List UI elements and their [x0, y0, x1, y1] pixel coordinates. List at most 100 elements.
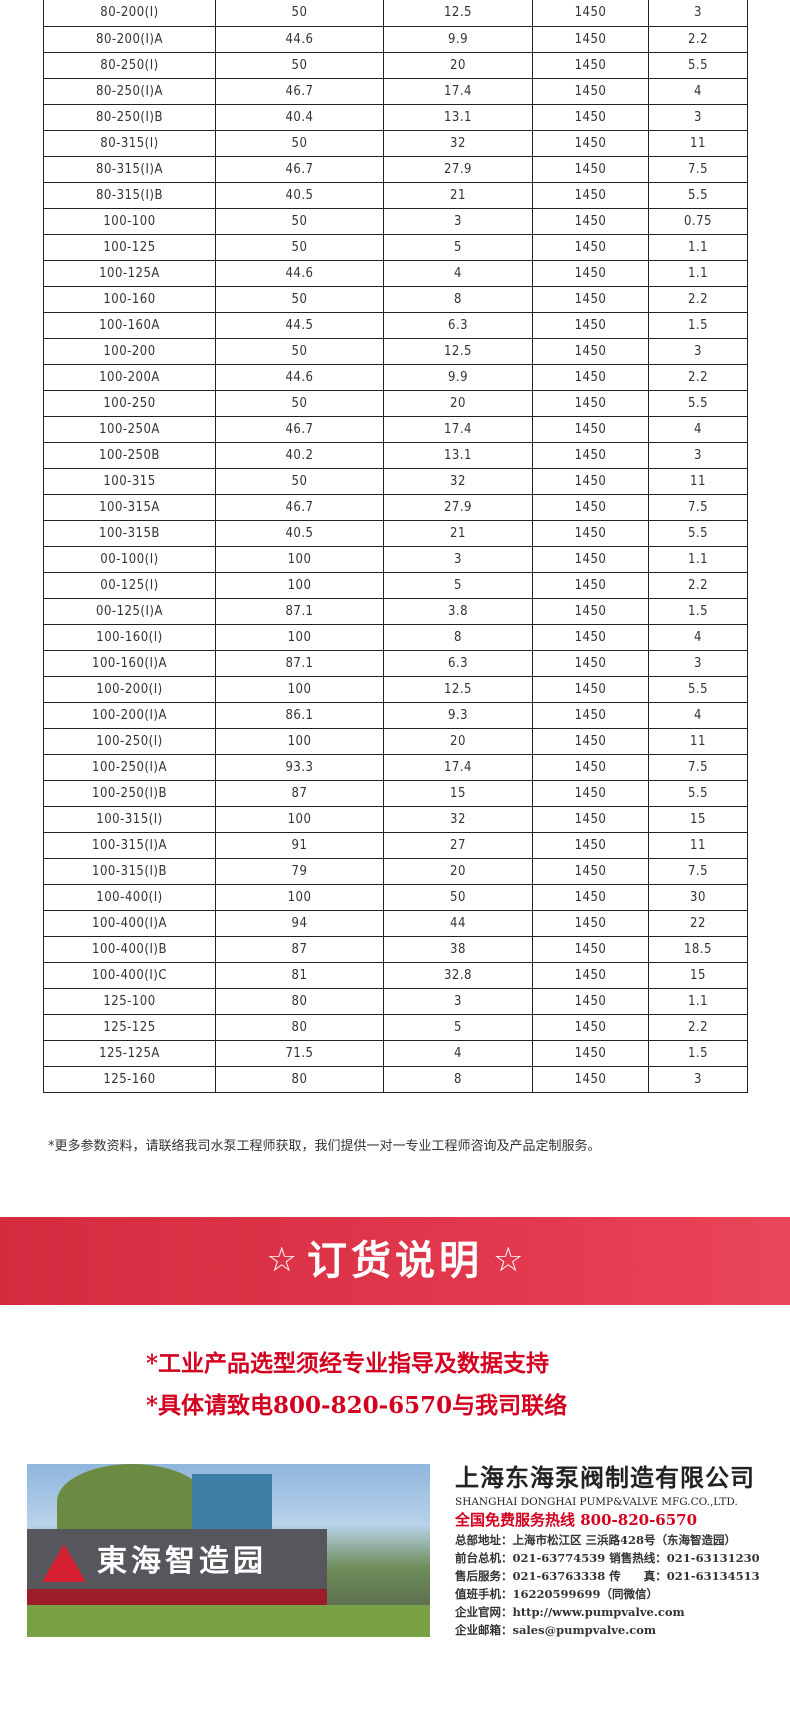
- table-cell: 1450: [532, 155, 649, 183]
- table-cell: 1450: [532, 961, 649, 989]
- table-cell: 100-200A: [43, 363, 216, 391]
- table-cell: 1.1: [648, 233, 748, 261]
- table-cell: 4: [383, 259, 533, 287]
- order-line-2: *具体请致电800-820-6570与我司联络: [146, 1392, 568, 1419]
- table-cell: 4: [648, 415, 748, 443]
- company-name-en: SHANGHAI DONGHAI PUMP&VALVE MFG.CO.,LTD.: [455, 1496, 738, 1508]
- table-cell: 100-200(I): [43, 675, 216, 703]
- table-cell: 46.7: [215, 155, 384, 183]
- table-cell: 1450: [532, 571, 649, 599]
- table-cell: 50: [215, 285, 384, 313]
- table-row: 100-400(I)A 94 44 1450 22: [43, 909, 748, 937]
- table-cell: 87: [215, 779, 384, 807]
- table-cell: 80-315(I)B: [43, 181, 216, 209]
- table-cell: 11: [648, 129, 748, 157]
- table-row: 100-250(I) 100 20 1450 11: [43, 727, 748, 755]
- table-cell: 80-200(I): [43, 0, 216, 27]
- table-cell: 15: [383, 779, 533, 807]
- table-cell: 18.5: [648, 935, 748, 963]
- table-cell: 32.8: [383, 961, 533, 989]
- table-cell: 5.5: [648, 51, 748, 79]
- table-cell: 125-125A: [43, 1039, 216, 1067]
- table-cell: 100-315(I)B: [43, 857, 216, 885]
- table-cell: 12.5: [383, 675, 533, 703]
- table-cell: 1450: [532, 207, 649, 235]
- table-cell: 1450: [532, 1065, 649, 1093]
- table-cell: 3: [648, 1065, 748, 1093]
- table-cell: 125-160: [43, 1065, 216, 1093]
- table-cell: 100-250(I)B: [43, 779, 216, 807]
- table-cell: 1.5: [648, 1039, 748, 1067]
- table-cell: 7.5: [648, 155, 748, 183]
- email-link[interactable]: 企业邮箱：sales@pumpvalve.com: [455, 1623, 657, 1637]
- table-cell: 50: [215, 337, 384, 365]
- table-cell: 100: [215, 727, 384, 755]
- website-link[interactable]: 企业官网：http://www.pumpvalve.com: [455, 1605, 685, 1619]
- table-cell: 87: [215, 935, 384, 963]
- table-row: 100-250A 46.7 17.4 1450 4: [43, 415, 748, 443]
- table-cell: 21: [383, 519, 533, 547]
- table-row: 100-315 50 32 1450 11: [43, 467, 748, 495]
- table-row: 80-200(I)A 44.6 9.9 1450 2.2: [43, 25, 748, 53]
- table-row: 00-125(I)A 87.1 3.8 1450 1.5: [43, 597, 748, 625]
- table-cell: 9.9: [383, 363, 533, 391]
- table-row: 100-100 50 3 1450 0.75: [43, 207, 748, 235]
- table-cell: 1450: [532, 389, 649, 417]
- table-row: 100-125A 44.6 4 1450 1.1: [43, 259, 748, 287]
- table-cell: 5.5: [648, 389, 748, 417]
- table-cell: 100-160(I): [43, 623, 216, 651]
- table-row: 125-160 80 8 1450 3: [43, 1065, 748, 1093]
- table-cell: 50: [215, 51, 384, 79]
- table-cell: 100-125A: [43, 259, 216, 287]
- table-row: 80-250(I)B 40.4 13.1 1450 3: [43, 103, 748, 131]
- table-cell: 94: [215, 909, 384, 937]
- table-cell: 4: [648, 701, 748, 729]
- table-cell: 4: [648, 623, 748, 651]
- table-cell: 44.6: [215, 259, 384, 287]
- table-cell: 8: [383, 1065, 533, 1093]
- table-row: 100-160A 44.5 6.3 1450 1.5: [43, 311, 748, 339]
- table-cell: 1450: [532, 467, 649, 495]
- table-cell: 100-315A: [43, 493, 216, 521]
- table-cell: 1.5: [648, 311, 748, 339]
- table-cell: 20: [383, 727, 533, 755]
- table-cell: 21: [383, 181, 533, 209]
- table-row: 100-400(I) 100 50 1450 30: [43, 883, 748, 911]
- table-cell: 3: [383, 207, 533, 235]
- table-cell: 1450: [532, 363, 649, 391]
- table-cell: 87.1: [215, 597, 384, 625]
- sign-text: 東海智造园: [97, 1544, 267, 1579]
- table-cell: 3.8: [383, 597, 533, 625]
- table-cell: 100-315(I)A: [43, 831, 216, 859]
- table-row: 100-200A 44.6 9.9 1450 2.2: [43, 363, 748, 391]
- table-cell: 3: [383, 987, 533, 1015]
- table-row: 100-160 50 8 1450 2.2: [43, 285, 748, 313]
- table-cell: 100-400(I)B: [43, 935, 216, 963]
- table-cell: 100-400(I)A: [43, 909, 216, 937]
- banner-title: 订货说明: [307, 1238, 483, 1284]
- table-cell: 100: [215, 545, 384, 573]
- table-cell: 1450: [532, 623, 649, 651]
- table-cell: 1450: [532, 129, 649, 157]
- lawn: [27, 1605, 430, 1637]
- phone-line: 前台总机：021-63774539 销售热线：021-63131230: [455, 1551, 760, 1565]
- table-cell: 100: [215, 623, 384, 651]
- table-row: 100-200 50 12.5 1450 3: [43, 337, 748, 365]
- table-cell: 1450: [532, 805, 649, 833]
- table-cell: 6.3: [383, 649, 533, 677]
- table-cell: 27.9: [383, 155, 533, 183]
- table-cell: 1450: [532, 1013, 649, 1041]
- table-cell: 79: [215, 857, 384, 885]
- table-cell: 1.1: [648, 987, 748, 1015]
- table-cell: 5: [383, 233, 533, 261]
- table-cell: 1450: [532, 25, 649, 53]
- table-cell: 2.2: [648, 285, 748, 313]
- hotline: 全国免费服务热线 800-820-6570: [455, 1511, 698, 1529]
- table-cell: 27.9: [383, 493, 533, 521]
- table-row: 80-315(I)B 40.5 21 1450 5.5: [43, 181, 748, 209]
- table-row: 100-315(I)B 79 20 1450 7.5: [43, 857, 748, 885]
- table-cell: 32: [383, 467, 533, 495]
- table-row: 100-315B 40.5 21 1450 5.5: [43, 519, 748, 547]
- table-cell: 32: [383, 129, 533, 157]
- order-line-1: *工业产品选型须经专业指导及数据支持: [146, 1350, 550, 1377]
